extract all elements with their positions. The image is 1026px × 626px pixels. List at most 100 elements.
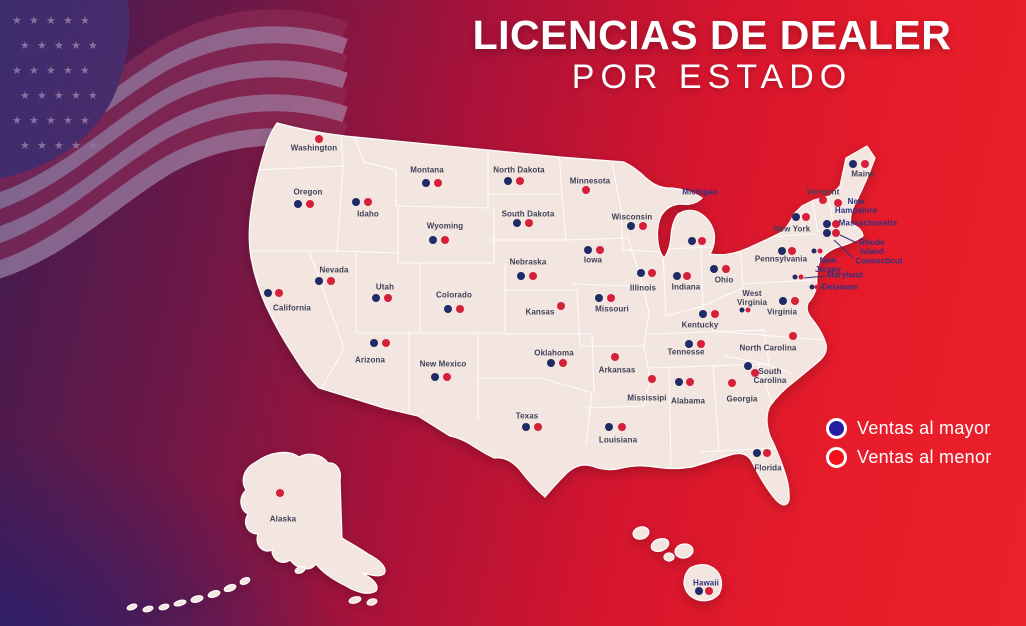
retail-dot-south-dakota <box>525 219 533 227</box>
retail-dot-virginia <box>791 297 799 305</box>
state-label-michigan: Michigan <box>682 187 718 197</box>
state-label-alabama: Alabama <box>670 396 706 406</box>
retail-dot-georgia <box>728 379 736 387</box>
state-label-north-dakota: North Dakota <box>493 165 545 175</box>
retail-dot-wyoming <box>441 236 449 244</box>
retail-dot-missouri <box>607 294 615 302</box>
state-borders <box>249 127 835 466</box>
wholesale-dot-wisconsin <box>627 222 635 230</box>
state-label-louisiana: Louisiana <box>598 435 638 445</box>
legend-label-retail: Ventas al menor <box>857 447 992 467</box>
retail-dot-california <box>275 289 283 297</box>
retail-dot-kentucky <box>711 310 719 318</box>
state-label-wyoming: Wyoming <box>426 221 464 231</box>
retail-dot-oregon <box>306 200 314 208</box>
retail-dot-minnesota <box>582 186 590 194</box>
state-label-idaho: Idaho <box>357 209 379 219</box>
wholesale-dot-new-mexico <box>431 373 439 381</box>
wholesale-dot-wyoming <box>429 236 437 244</box>
wholesale-dot-alabama <box>675 378 683 386</box>
retail-dot-michigan <box>698 237 706 245</box>
state-label-new-york: New York <box>773 224 811 234</box>
state-label-minnesota: Minnesota <box>569 176 611 186</box>
retail-dot-florida <box>763 449 771 457</box>
retail-dot-louisiana <box>618 423 626 431</box>
retail-dot-arkansas <box>611 353 619 361</box>
wholesale-dot-south-dakota <box>513 219 521 227</box>
wholesale-dot-oregon <box>294 200 302 208</box>
retail-dot-arizona <box>382 339 390 347</box>
retail-dot-texas <box>534 423 542 431</box>
wholesale-dot-utah <box>372 294 380 302</box>
retail-dot-ohio <box>722 265 730 273</box>
state-label-nebraska: Nebraska <box>509 257 547 267</box>
alaska-shape <box>126 451 386 613</box>
retail-dot-vermont <box>819 196 827 204</box>
state-label-indiana: Indiana <box>671 282 701 292</box>
retail-dot-oklahoma <box>559 359 567 367</box>
legend-item-wholesale: Ventas al mayor <box>826 418 992 439</box>
state-label-virginia: Virginia <box>767 307 797 317</box>
wholesale-dot-pennsylvania <box>778 247 786 255</box>
retail-dot-wisconsin <box>639 222 647 230</box>
state-label-georgia: Georgia <box>726 394 758 404</box>
wholesale-dot-virginia <box>779 297 787 305</box>
retail-dot-colorado <box>456 305 464 313</box>
retail-dot-new-york <box>802 213 810 221</box>
state-label-montana: Montana <box>410 165 444 175</box>
state-label-washington: Washington <box>290 143 338 153</box>
state-label-new-mexico: New Mexico <box>419 359 467 369</box>
page-subtitle: POR ESTADO <box>571 58 853 97</box>
wholesale-dot-florida <box>753 449 761 457</box>
state-label-illinois: Illinois <box>629 283 657 293</box>
state-label-alaska: Alaska <box>269 514 297 524</box>
wholesale-dot-maryland <box>792 274 798 280</box>
state-label-new-jersey: New Jersey <box>815 255 841 274</box>
state-label-ohio: Ohio <box>714 275 734 285</box>
state-label-missouri: Missouri <box>595 304 629 314</box>
state-label-tennesse: Tennesse <box>667 347 705 357</box>
retail-dot-mississipi <box>648 375 656 383</box>
state-label-mississipi: Mississipi <box>627 393 667 403</box>
retail-dot-washington <box>315 135 323 143</box>
state-label-delaware: Delaware <box>822 282 858 292</box>
state-label-north-carolina: North Carolina <box>739 343 797 353</box>
retail-dot-hawaii <box>705 587 713 595</box>
retail-dot-icon <box>826 447 847 468</box>
state-label-oregon: Oregon <box>293 187 323 197</box>
wholesale-dot-north-dakota <box>504 177 512 185</box>
state-label-pennsylvania: Pennsylvania <box>754 254 808 264</box>
retail-dot-south-carolina <box>751 369 759 377</box>
retail-dot-north-dakota <box>516 177 524 185</box>
retail-dot-new-hampshire <box>834 199 842 207</box>
retail-dot-new-mexico <box>443 373 451 381</box>
retail-dot-kansas <box>557 302 565 310</box>
state-label-arizona: Arizona <box>354 355 386 365</box>
state-label-nevada: Nevada <box>319 265 349 275</box>
wholesale-dot-oklahoma <box>547 359 555 367</box>
wholesale-dot-indiana <box>673 272 681 280</box>
state-label-texas: Texas <box>515 411 539 421</box>
wholesale-dot-texas <box>522 423 530 431</box>
wholesale-dot-michigan <box>688 237 696 245</box>
state-label-iowa: Iowa <box>583 255 603 265</box>
title-block: LICENCIAS DE DEALER POR ESTADO <box>420 13 1004 97</box>
wholesale-dot-tennesse <box>685 340 693 348</box>
retail-dot-pennsylvania <box>788 247 796 255</box>
state-label-maryland: Maryland <box>827 270 863 280</box>
wholesale-dot-new-york <box>792 213 800 221</box>
retail-dot-maryland <box>798 274 804 280</box>
retail-dot-nevada <box>327 277 335 285</box>
state-label-south-dakota: South Dakota <box>501 209 555 219</box>
retail-dot-idaho <box>364 198 372 206</box>
retail-dot-indiana <box>683 272 691 280</box>
retail-dot-maine <box>861 160 869 168</box>
state-label-new-hampshire: New Hampshire <box>834 196 878 215</box>
wholesale-dot-colorado <box>444 305 452 313</box>
retail-dot-west-virginia <box>745 307 751 313</box>
wholesale-dot-illinois <box>637 269 645 277</box>
leader-line-delaware <box>818 286 823 289</box>
